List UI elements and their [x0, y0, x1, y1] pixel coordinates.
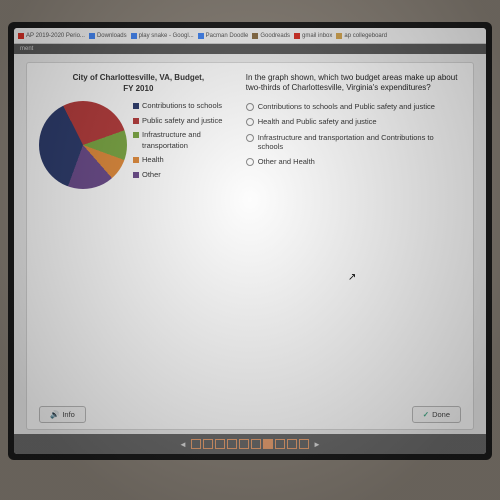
legend-label: Other — [142, 170, 161, 181]
bookmark-label: Goodreads — [260, 33, 290, 39]
bookmark-label: play snake - Googl... — [139, 33, 194, 39]
favicon-icon — [18, 33, 24, 39]
speaker-icon: 🔊 — [50, 410, 59, 419]
legend-swatch — [133, 103, 139, 109]
legend-swatch — [133, 132, 139, 138]
answer-option-label: Health and Public safety and justice — [258, 117, 377, 126]
legend-item: Public safety and justice — [133, 116, 238, 127]
legend-swatch — [133, 118, 139, 124]
mouse-cursor-icon: ↖ — [348, 272, 356, 283]
favicon-icon — [294, 33, 300, 39]
options-list: Contributions to schools and Public safe… — [246, 102, 461, 167]
screen: AP 2019-2020 Perio... Downloads play snake… — [14, 28, 486, 454]
answer-option-label: Infrastructure and transportation and Co… — [258, 133, 461, 152]
bookmark-label: Downloads — [97, 33, 127, 39]
nav-strip: ◄ ► — [14, 434, 486, 454]
answer-option[interactable]: Other and Health — [246, 157, 461, 166]
answer-option[interactable]: Health and Public safety and justice — [246, 117, 461, 126]
legend-item: Infrastructure and transportation — [133, 130, 238, 151]
radio-icon — [246, 158, 254, 166]
favicon-icon — [131, 33, 137, 39]
nav-boxes — [191, 439, 309, 449]
nav-page-box[interactable] — [239, 439, 249, 449]
bookmark-label: ap collegeboard — [344, 33, 387, 39]
legend-swatch — [133, 157, 139, 163]
answer-option[interactable]: Contributions to schools and Public safe… — [246, 102, 461, 111]
favicon-icon — [89, 33, 95, 39]
answer-column: In the graph shown, which two budget are… — [246, 73, 461, 400]
nav-page-box[interactable] — [251, 439, 261, 449]
answer-option-label: Other and Health — [258, 157, 315, 166]
nav-page-box[interactable] — [287, 439, 297, 449]
nav-next-button[interactable]: ► — [311, 438, 323, 450]
question-body: City of Charlottesville, VA, Budget, FY … — [39, 73, 461, 400]
favicon-icon — [252, 33, 258, 39]
question-prompt: In the graph shown, which two budget are… — [246, 73, 461, 94]
nav-prev-button[interactable]: ◄ — [177, 438, 189, 450]
legend-item: Contributions to schools — [133, 101, 238, 112]
info-button[interactable]: 🔊 Info — [39, 406, 86, 423]
nav-page-box[interactable] — [203, 439, 213, 449]
bookmark-item[interactable]: Pacman Doodle — [198, 33, 249, 39]
nav-page-box[interactable] — [215, 439, 225, 449]
bookmark-item[interactable]: gmail inbox — [294, 33, 332, 39]
content-area: City of Charlottesville, VA, Budget, FY … — [14, 54, 486, 434]
answer-option[interactable]: Infrastructure and transportation and Co… — [246, 133, 461, 152]
legend-swatch — [133, 172, 139, 178]
radio-icon — [246, 103, 254, 111]
answer-option-label: Contributions to schools and Public safe… — [258, 102, 435, 111]
pie-chart — [39, 101, 127, 189]
question-card: City of Charlottesville, VA, Budget, FY … — [26, 62, 474, 430]
bookmark-label: Pacman Doodle — [206, 33, 249, 39]
done-button[interactable]: Done — [412, 406, 461, 423]
legend-label: Infrastructure and transportation — [142, 130, 238, 151]
radio-icon — [246, 118, 254, 126]
legend-label: Contributions to schools — [142, 101, 222, 112]
bookmark-label: gmail inbox — [302, 33, 332, 39]
pie-legend: Contributions to schools Public safety an… — [133, 101, 238, 184]
nav-page-box[interactable] — [299, 439, 309, 449]
legend-item: Health — [133, 155, 238, 166]
chart-column: City of Charlottesville, VA, Budget, FY … — [39, 73, 238, 400]
favicon-icon — [336, 33, 342, 39]
bookmark-item[interactable]: ap collegeboard — [336, 33, 387, 39]
bookmark-label: AP 2019-2020 Perio... — [26, 33, 85, 39]
favicon-icon — [198, 33, 204, 39]
bookmark-item[interactable]: AP 2019-2020 Perio... — [18, 33, 85, 39]
bookmark-item[interactable]: Goodreads — [252, 33, 290, 39]
toolbar-label: ment — [20, 46, 33, 52]
legend-label: Public safety and justice — [142, 116, 222, 127]
nav-page-box[interactable] — [191, 439, 201, 449]
card-footer: 🔊 Info Done — [39, 400, 461, 423]
legend-item: Other — [133, 170, 238, 181]
radio-icon — [246, 134, 254, 142]
nav-page-box[interactable] — [227, 439, 237, 449]
nav-page-box[interactable] — [263, 439, 273, 449]
nav-page-box[interactable] — [275, 439, 285, 449]
bookmark-item[interactable]: Downloads — [89, 33, 127, 39]
done-button-label: Done — [432, 410, 450, 419]
app-toolbar: ment — [14, 44, 486, 54]
chart-row: Contributions to schools Public safety an… — [39, 101, 238, 189]
browser-bookmarks-bar: AP 2019-2020 Perio... Downloads play snake… — [14, 28, 486, 44]
info-button-label: Info — [62, 410, 75, 419]
laptop-frame: AP 2019-2020 Perio... Downloads play snake… — [8, 22, 492, 460]
chart-subtitle: FY 2010 — [39, 84, 238, 93]
chart-title: City of Charlottesville, VA, Budget, — [39, 73, 238, 82]
bookmark-item[interactable]: play snake - Googl... — [131, 33, 194, 39]
legend-label: Health — [142, 155, 164, 166]
